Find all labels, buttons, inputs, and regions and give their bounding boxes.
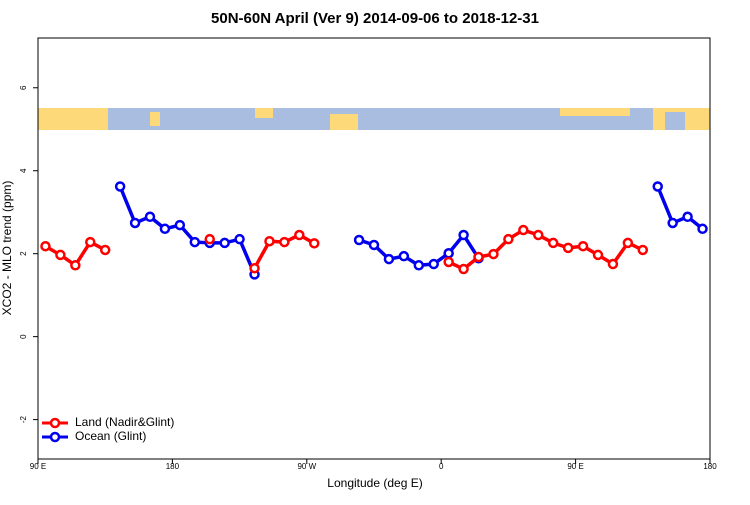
point	[264, 235, 275, 247]
x-tick-label: 90 E	[567, 462, 583, 471]
point	[622, 237, 634, 249]
point	[159, 223, 171, 235]
point	[413, 260, 425, 271]
point	[40, 240, 51, 252]
y-tick-label: 6	[19, 85, 28, 90]
point	[309, 238, 320, 249]
point	[219, 237, 230, 249]
point	[204, 233, 215, 245]
legend-marker	[49, 431, 61, 443]
chart-title: 50N-60N April (Ver 9) 2014-09-06 to 2018…	[211, 10, 539, 27]
point	[383, 253, 395, 265]
series-line	[44, 228, 644, 272]
point	[114, 181, 126, 192]
point	[547, 237, 559, 249]
map-band	[38, 108, 710, 130]
point	[368, 239, 380, 251]
point	[473, 251, 484, 263]
point	[428, 258, 439, 270]
x-tick-label: 90 W	[297, 462, 316, 471]
legend-marker	[49, 417, 61, 429]
point	[234, 233, 245, 245]
point	[458, 229, 469, 241]
point	[518, 224, 529, 236]
point	[398, 250, 410, 262]
x-tick-label: 0	[439, 462, 444, 471]
plot-frame	[37, 37, 711, 460]
point	[697, 223, 708, 235]
legend-label: Land (Nadir&Glint)	[75, 415, 174, 429]
point	[592, 249, 604, 261]
point	[488, 248, 499, 260]
y-tick-label: 4	[19, 168, 28, 173]
y-tick-label: 0	[19, 334, 28, 339]
point	[443, 256, 454, 268]
x-tick-label: 180	[166, 462, 180, 471]
point	[144, 211, 156, 223]
point	[294, 229, 305, 241]
x-tick-label: 180	[703, 462, 717, 471]
point	[249, 262, 260, 274]
x-tick-label: 90 E	[30, 462, 46, 471]
point	[55, 249, 66, 261]
point	[85, 236, 96, 248]
point	[503, 233, 514, 245]
point	[353, 234, 365, 246]
point	[279, 236, 290, 248]
point	[533, 229, 544, 241]
point	[652, 181, 663, 192]
point	[129, 217, 141, 229]
point	[189, 236, 201, 248]
point	[682, 211, 693, 223]
y-tick-label: -2	[19, 415, 28, 423]
point	[443, 248, 454, 259]
point	[577, 240, 589, 252]
point	[637, 244, 649, 256]
point	[70, 260, 81, 271]
x-axis-label: Longitude (deg E)	[327, 476, 422, 490]
legend-label: Ocean (Glint)	[75, 429, 146, 443]
point	[607, 258, 619, 270]
point	[458, 263, 469, 275]
y-axis-label: XCO2 - MLO trend (ppm)	[0, 181, 14, 316]
point	[562, 242, 574, 254]
y-tick-label: 2	[19, 251, 28, 256]
point	[174, 219, 186, 231]
point	[99, 244, 111, 256]
point	[667, 217, 678, 229]
